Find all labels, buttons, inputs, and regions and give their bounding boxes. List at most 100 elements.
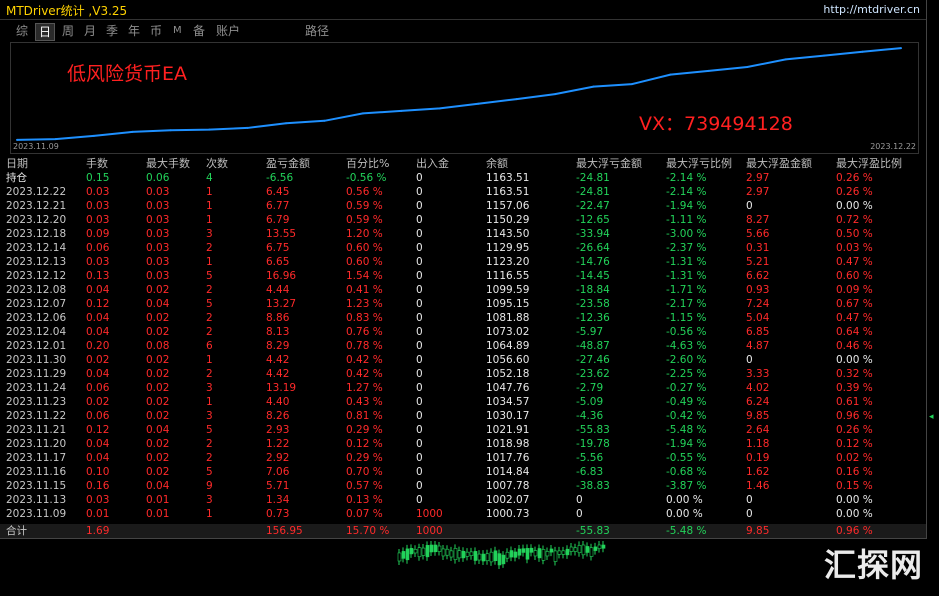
- candle-body: [589, 547, 594, 557]
- candle-body: [513, 551, 518, 558]
- table-cell: 0.31: [746, 242, 770, 254]
- table-row[interactable]: 2023.11.15 0.16 0.04 9 5.71 0.57 % 0 1007.78 -38…: [0, 479, 926, 493]
- table-row[interactable]: 2023.12.06 0.04 0.02 2 8.86 0.83 % 0 1081.88 -12…: [0, 311, 926, 325]
- table-cell: -2.14 %: [666, 172, 707, 184]
- table-cell: 0.26 %: [836, 172, 873, 184]
- website-link[interactable]: http://mtdriver.cn: [823, 3, 920, 16]
- tab-daily[interactable]: 日: [35, 23, 56, 41]
- table-cell: 0.03: [146, 256, 170, 268]
- table-cell: 1073.02: [486, 326, 530, 338]
- table-cell: 2023.11.17: [6, 452, 67, 464]
- candle-body: [445, 548, 450, 556]
- equity-point: [92, 134, 95, 137]
- tab-yearly[interactable]: 年: [128, 24, 141, 38]
- table-row[interactable]: 2023.11.22 0.06 0.02 3 8.26 0.81 % 0 1030.17 -4.…: [0, 409, 926, 423]
- table-cell: 4.02: [746, 382, 770, 394]
- table-row[interactable]: 2023.12.20 0.03 0.03 1 6.79 0.59 % 0 1150.29 -12…: [0, 213, 926, 227]
- candle-body: [569, 546, 574, 552]
- table-cell: 0.03: [146, 214, 170, 226]
- table-row[interactable]: 2023.11.20 0.04 0.02 2 1.22 0.12 % 0 1018.98 -19…: [0, 437, 926, 451]
- table-row[interactable]: 2023.12.07 0.12 0.04 5 13.27 1.23 % 0 1095.15 -2…: [0, 297, 926, 311]
- table-cell: 0.13 %: [346, 494, 383, 506]
- table-cell: 3.33: [746, 368, 770, 380]
- position-row[interactable]: 持仓 0.15 0.06 4 -6.56 -0.56 % 0 1163.51 -24.81 -2.…: [0, 171, 926, 185]
- table-cell: 1017.76: [486, 452, 530, 464]
- table-cell: -2.25 %: [666, 368, 707, 380]
- table-cell: 0.02: [146, 368, 170, 380]
- table-cell: -5.56: [576, 452, 604, 464]
- table-cell: 0.41 %: [346, 284, 383, 296]
- table-cell: -19.78: [576, 438, 610, 450]
- table-cell: 8.13: [266, 326, 290, 338]
- table-row[interactable]: 2023.12.12 0.13 0.03 5 16.96 1.54 % 0 1116.55 -1…: [0, 269, 926, 283]
- table-cell: 2: [206, 242, 213, 254]
- tab-monthly[interactable]: 月: [84, 24, 97, 38]
- table-cell: 0.02: [146, 312, 170, 324]
- table-row[interactable]: 2023.12.21 0.03 0.03 1 6.77 0.59 % 0 1157.06 -22…: [0, 199, 926, 213]
- table-row[interactable]: 2023.11.29 0.04 0.02 2 4.42 0.42 % 0 1052.18 -23…: [0, 367, 926, 381]
- equity-point: [131, 130, 134, 133]
- statistics-panel: MTDriver统计 ,V3.25 http://mtdriver.cn 综 日…: [0, 0, 927, 539]
- table-cell: 1000.73: [486, 508, 530, 520]
- column-header: 最大手数: [146, 157, 190, 170]
- table-row[interactable]: 2023.11.16 0.10 0.02 5 7.06 0.70 % 0 1014.84 -6.…: [0, 465, 926, 479]
- table-cell: 持仓: [6, 172, 27, 184]
- tab-path[interactable]: 路径: [305, 24, 330, 38]
- candle-body: [481, 553, 486, 562]
- tab-weekly[interactable]: 周: [62, 24, 75, 38]
- tab-currency[interactable]: 币: [150, 24, 163, 38]
- table-row[interactable]: 2023.12.14 0.06 0.03 2 6.75 0.60 % 0 1129.95 -26…: [0, 241, 926, 255]
- table-cell: -22.47: [576, 200, 610, 212]
- table-cell: 0.29 %: [346, 424, 383, 436]
- table-cell: -1.11 %: [666, 214, 707, 226]
- table-row[interactable]: 2023.11.30 0.02 0.02 1 4.42 0.42 % 0 1056.60 -27…: [0, 353, 926, 367]
- tab-magic[interactable]: M: [173, 25, 182, 36]
- equity-point: [54, 138, 57, 141]
- tab-quarterly[interactable]: 季: [106, 24, 119, 38]
- table-row[interactable]: 2023.12.08 0.04 0.02 2 4.44 0.41 % 0 1099.59 -18…: [0, 283, 926, 297]
- candle-body: [585, 546, 590, 553]
- table-cell: 0.00 %: [836, 354, 873, 366]
- table-cell: 3: [206, 494, 213, 506]
- table-cell: 0: [416, 284, 423, 296]
- table-cell: 0.02: [146, 326, 170, 338]
- candle-body: [557, 550, 562, 555]
- table-row[interactable]: 2023.12.13 0.03 0.03 1 6.65 0.60 % 0 1123.20 -14…: [0, 255, 926, 269]
- table-cell: 0.00 %: [666, 508, 703, 520]
- table-row[interactable]: 2023.11.13 0.03 0.01 3 1.34 0.13 % 0 1002.07 0 0.…: [0, 493, 926, 507]
- table-cell: 1: [206, 186, 213, 198]
- table-cell: 0: [416, 186, 423, 198]
- table-row[interactable]: 2023.11.09 0.01 0.01 1 0.73 0.07 % 1000 1000.73…: [0, 507, 926, 521]
- table-row[interactable]: 2023.11.23 0.02 0.02 1 4.40 0.43 % 0 1034.57 -5.…: [0, 395, 926, 409]
- app-title: MTDriver统计 ,V3.25: [6, 4, 128, 18]
- table-row[interactable]: 2023.11.17 0.04 0.02 2 2.92 0.29 % 0 1017.76 -5.…: [0, 451, 926, 465]
- table-row[interactable]: 2023.12.22 0.03 0.03 1 6.45 0.56 % 0 1163.51 -24…: [0, 185, 926, 199]
- table-cell: 0.50 %: [836, 228, 873, 240]
- table-cell: 0.00 %: [836, 508, 873, 520]
- table-row[interactable]: 2023.12.18 0.09 0.03 3 13.55 1.20 % 0 1143.50 -3…: [0, 227, 926, 241]
- table-cell: 1: [206, 200, 213, 212]
- table-cell: -6.56: [266, 172, 294, 184]
- table-cell: 5.71: [266, 480, 290, 492]
- table-cell: 0.26 %: [836, 424, 873, 436]
- table-row[interactable]: 2023.11.21 0.12 0.04 5 2.93 0.29 % 0 1021.91 -55…: [0, 423, 926, 437]
- table-row[interactable]: 2023.12.04 0.04 0.02 2 8.13 0.76 % 0 1073.02 -5.…: [0, 325, 926, 339]
- table-cell: 8.26: [266, 410, 290, 422]
- candle-body: [437, 545, 442, 552]
- candle-body: [449, 550, 454, 558]
- table-cell: 8.29: [266, 340, 290, 352]
- tab-notes[interactable]: 备: [193, 24, 206, 38]
- table-row[interactable]: 2023.11.24 0.06 0.02 3 13.19 1.27 % 0 1047.76 -2…: [0, 381, 926, 395]
- table-cell: 0.78 %: [346, 340, 383, 352]
- table-cell: 2023.12.18: [6, 228, 67, 240]
- table-cell: 0.47 %: [836, 312, 873, 324]
- table-cell: 0.03: [146, 242, 170, 254]
- table-row[interactable]: 2023.12.01 0.20 0.08 6 8.29 0.78 % 0 1064.89 -48…: [0, 339, 926, 353]
- tab-account[interactable]: 账户: [216, 24, 241, 38]
- table-cell: 2023.12.12: [6, 270, 67, 282]
- table-cell: 6.65: [266, 256, 290, 268]
- tab-overview[interactable]: 综: [16, 24, 29, 38]
- equity-point: [477, 102, 480, 105]
- table-cell: 0.03: [86, 256, 110, 268]
- table-cell: 0.02 %: [836, 452, 873, 464]
